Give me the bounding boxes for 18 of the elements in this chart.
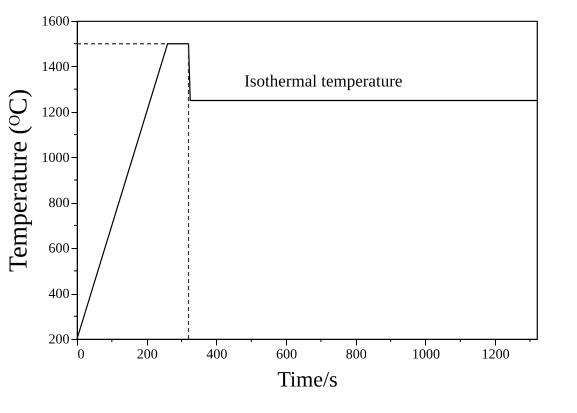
x-tick-label: 400 <box>206 348 228 362</box>
y-tick-label: 200 <box>48 332 70 348</box>
y-tick-label: 800 <box>48 196 70 212</box>
annotation: Isothermal temperature <box>244 72 402 90</box>
x-tick-label: 1000 <box>412 348 440 362</box>
x-tick-label: 1200 <box>482 348 510 362</box>
x-tick-label: 0 <box>78 348 84 362</box>
y-tick-label: 1200 <box>42 105 70 120</box>
x-axis-title: Time/s <box>277 366 338 392</box>
y-tick-label: 400 <box>48 287 70 302</box>
y-tick-label: 1400 <box>42 60 70 75</box>
x-tick-label: 200 <box>136 348 158 362</box>
y-axis-title: Temperature (ᴼC) <box>4 88 32 272</box>
y-tick-label: 600 <box>48 242 70 257</box>
x-tick-label: 800 <box>346 348 367 362</box>
y-tick-label: 1000 <box>42 150 70 166</box>
y-tick-label: 1600 <box>42 14 70 30</box>
x-tick-label: 600 <box>276 348 298 362</box>
